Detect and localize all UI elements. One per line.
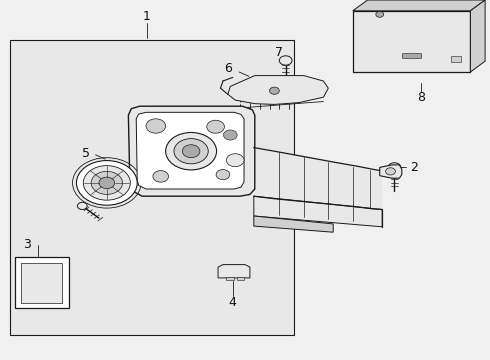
Polygon shape [380, 165, 402, 178]
Circle shape [223, 130, 237, 140]
Circle shape [99, 177, 115, 189]
Polygon shape [254, 196, 382, 227]
Circle shape [166, 132, 217, 170]
Circle shape [153, 171, 169, 182]
Circle shape [91, 171, 122, 194]
Circle shape [182, 145, 200, 158]
Circle shape [76, 161, 137, 205]
Polygon shape [128, 106, 255, 196]
Circle shape [83, 166, 130, 200]
Circle shape [216, 170, 230, 180]
Bar [237, 277, 244, 280]
Bar [402, 53, 421, 58]
Text: 6: 6 [224, 62, 232, 75]
Text: 5: 5 [82, 147, 90, 159]
Polygon shape [254, 148, 382, 210]
Circle shape [207, 120, 224, 133]
Circle shape [77, 202, 87, 210]
Polygon shape [470, 0, 485, 72]
Circle shape [174, 139, 208, 164]
Polygon shape [254, 216, 333, 232]
Polygon shape [353, 11, 470, 72]
Text: 8: 8 [417, 91, 425, 104]
Circle shape [146, 119, 166, 133]
Polygon shape [136, 112, 244, 189]
Bar [451, 56, 461, 62]
Bar [226, 277, 234, 280]
Text: 4: 4 [229, 296, 237, 309]
Polygon shape [218, 265, 250, 278]
Polygon shape [15, 257, 69, 308]
Circle shape [279, 56, 292, 65]
Circle shape [386, 168, 395, 175]
Circle shape [388, 163, 401, 172]
Bar [21, 263, 62, 303]
Circle shape [226, 154, 244, 167]
Circle shape [376, 12, 384, 17]
Text: 1: 1 [143, 10, 151, 23]
Polygon shape [228, 76, 328, 104]
Text: 2: 2 [410, 161, 418, 174]
Bar [10, 40, 294, 335]
Circle shape [270, 87, 279, 94]
Polygon shape [353, 0, 485, 11]
Text: 7: 7 [275, 46, 283, 59]
Text: 3: 3 [23, 238, 31, 251]
